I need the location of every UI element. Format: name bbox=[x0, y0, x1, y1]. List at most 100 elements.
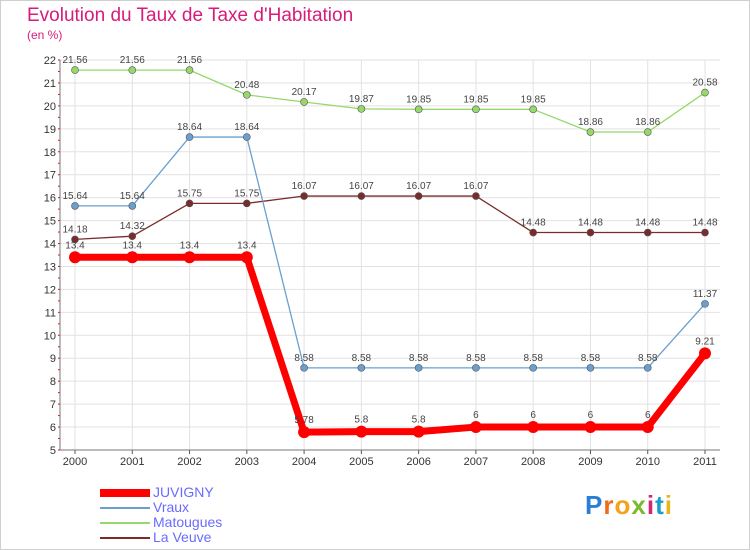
data-label-vraux: 8.58 bbox=[294, 353, 314, 364]
series-point-la-veuve bbox=[357, 192, 366, 200]
y-tick-label: 19 bbox=[44, 124, 56, 136]
logo-letter: P bbox=[585, 490, 604, 520]
series-point-juvigny bbox=[641, 421, 654, 434]
data-label-juvigny: 5.8 bbox=[354, 415, 368, 426]
data-label-vraux: 18.64 bbox=[177, 122, 202, 133]
series-point-juvigny bbox=[355, 425, 368, 438]
legend-item-matougues: Matougues bbox=[100, 515, 400, 530]
chart-legend: JUVIGNY Vraux Matougues La Veuve bbox=[100, 485, 400, 545]
logo-letter: x bbox=[631, 490, 647, 520]
data-label-la-veuve: 14.48 bbox=[578, 218, 603, 229]
data-label-la-veuve: 14.32 bbox=[120, 221, 145, 232]
series-point-juvigny bbox=[699, 347, 711, 360]
data-label-la-veuve: 14.48 bbox=[692, 218, 717, 229]
data-label-la-veuve: 15.75 bbox=[234, 188, 259, 199]
data-label-matougues: 19.85 bbox=[521, 94, 546, 105]
series-line-juvigny bbox=[71, 253, 709, 436]
legend-swatch bbox=[100, 506, 150, 509]
data-label-juvigny: 6 bbox=[588, 410, 594, 421]
data-label-juvigny: 13.4 bbox=[65, 240, 85, 251]
grid-layer bbox=[60, 59, 720, 450]
data-label-matougues: 19.85 bbox=[463, 94, 488, 105]
logo-letter: r bbox=[603, 490, 615, 520]
legend-item-vraux: Vraux bbox=[100, 500, 400, 515]
data-label-vraux: 8.58 bbox=[409, 353, 429, 364]
series-layer bbox=[69, 66, 711, 439]
y-tick-label: 15 bbox=[44, 216, 56, 228]
series-point-la-veuve bbox=[701, 228, 709, 237]
logo-letter: o bbox=[614, 490, 632, 520]
data-label-la-veuve: 16.07 bbox=[463, 181, 488, 192]
series-point-matougues bbox=[701, 88, 709, 97]
y-tick-label: 12 bbox=[44, 284, 56, 296]
series-point-matougues bbox=[71, 66, 79, 74]
series-point-matougues bbox=[357, 105, 366, 113]
x-tick-label: 2010 bbox=[635, 456, 659, 468]
data-label-la-veuve: 14.48 bbox=[635, 218, 660, 229]
axis-layer: 5 6 7 8 9 10 11 12 13 14 15 16 17 18 19 20 21 22 2000 2001 2… bbox=[44, 55, 720, 468]
series-point-la-veuve bbox=[128, 232, 137, 240]
series-point-la-veuve bbox=[414, 192, 423, 200]
series-point-vraux bbox=[414, 364, 423, 372]
y-tick-label: 8 bbox=[50, 376, 56, 388]
logo-letter: t bbox=[655, 490, 665, 520]
legend-swatch bbox=[100, 521, 150, 524]
series-point-matougues bbox=[414, 105, 423, 114]
series-point-matougues bbox=[586, 128, 595, 136]
y-tick-label: 6 bbox=[50, 422, 56, 434]
data-label-vraux: 8.58 bbox=[466, 353, 486, 364]
series-point-vraux bbox=[586, 364, 595, 372]
series-point-vraux bbox=[472, 364, 480, 372]
y-tick-label: 11 bbox=[45, 307, 56, 319]
data-label-juvigny: 9.21 bbox=[695, 336, 715, 347]
proxiti-logo: Proxiti bbox=[585, 490, 673, 521]
data-label-vraux: 15.64 bbox=[62, 191, 87, 202]
data-label-juvigny: 6 bbox=[473, 410, 479, 421]
series-point-juvigny bbox=[69, 251, 81, 264]
y-tick-label: 16 bbox=[44, 193, 56, 205]
series-point-vraux bbox=[529, 364, 537, 372]
data-label-juvigny: 5.78 bbox=[294, 415, 314, 426]
y-tick-label: 22 bbox=[44, 55, 56, 67]
chart-title: Evolution du Taux de Taxe d'Habitation bbox=[27, 5, 354, 26]
x-tick-label: 2002 bbox=[177, 456, 201, 468]
series-point-juvigny bbox=[240, 251, 253, 264]
data-label-la-veuve: 16.07 bbox=[292, 181, 317, 192]
data-label-la-veuve: 16.07 bbox=[406, 181, 431, 192]
series-point-matougues bbox=[128, 66, 137, 74]
series-point-vraux bbox=[185, 133, 194, 141]
x-tick-label: 2011 bbox=[693, 456, 717, 468]
series-point-la-veuve bbox=[643, 228, 652, 237]
series-line-vraux bbox=[74, 136, 706, 369]
series-point-juvigny bbox=[126, 251, 139, 264]
data-label-la-veuve: 14.18 bbox=[62, 224, 87, 235]
series-point-juvigny bbox=[584, 421, 597, 434]
logo-letter: i bbox=[664, 490, 673, 520]
series-point-la-veuve bbox=[185, 199, 194, 208]
y-tick-label: 13 bbox=[44, 261, 56, 273]
data-label-matougues: 20.58 bbox=[692, 78, 717, 89]
data-label-vraux: 8.58 bbox=[523, 353, 543, 364]
series-point-la-veuve bbox=[300, 192, 308, 200]
legend-label: La Veuve bbox=[153, 529, 212, 545]
legend-swatch bbox=[100, 536, 150, 539]
series-point-vraux bbox=[643, 364, 652, 372]
y-tick-label: 5 bbox=[50, 445, 56, 457]
y-tick-label: 10 bbox=[44, 330, 56, 342]
legend-item-la-veuve: La Veuve bbox=[100, 530, 400, 545]
data-label-la-veuve: 14.48 bbox=[521, 218, 546, 229]
series-line-matougues bbox=[74, 69, 706, 133]
data-label-matougues: 19.87 bbox=[349, 94, 374, 105]
y-tick-label: 21 bbox=[44, 78, 56, 90]
data-label-la-veuve: 16.07 bbox=[349, 181, 374, 192]
legend-label: JUVIGNY bbox=[153, 484, 214, 500]
data-label-vraux: 11.37 bbox=[693, 289, 718, 300]
data-label-juvigny: 6 bbox=[530, 410, 536, 421]
data-label-juvigny: 5.8 bbox=[412, 415, 426, 426]
x-tick-label: 2006 bbox=[406, 456, 430, 468]
x-tick-label: 2008 bbox=[521, 456, 545, 468]
data-label-matougues: 18.86 bbox=[635, 117, 660, 128]
series-point-vraux bbox=[71, 202, 79, 210]
data-label-matougues: 20.48 bbox=[234, 80, 259, 91]
x-tick-label: 2001 bbox=[120, 456, 144, 468]
